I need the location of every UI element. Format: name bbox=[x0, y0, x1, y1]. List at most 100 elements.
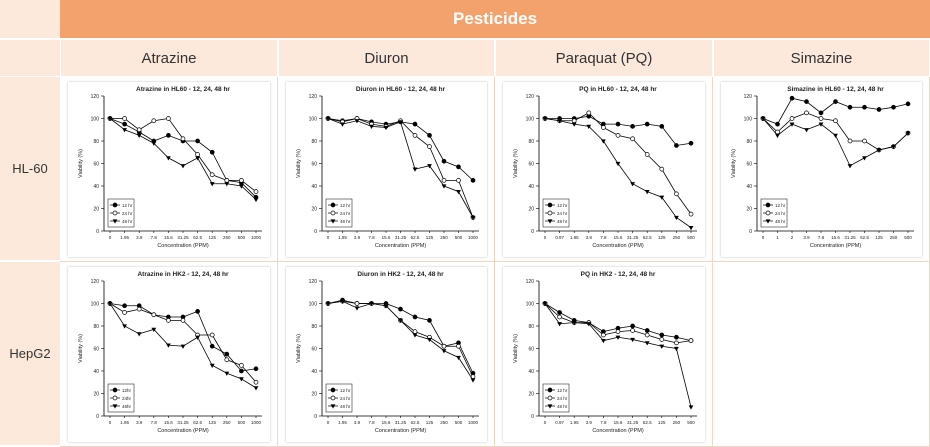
y-tick-label: 0 bbox=[531, 414, 534, 420]
chart: PQ in HK2 - 12, 24, 48 hr 0 20 40 60 80 100 120… bbox=[503, 267, 705, 442]
data-point bbox=[905, 131, 911, 136]
data-point bbox=[775, 133, 780, 138]
y-tick-label: 60 bbox=[311, 162, 317, 168]
data-point bbox=[369, 124, 374, 129]
x-tick-label: 0 bbox=[544, 235, 547, 240]
data-point bbox=[557, 322, 562, 327]
x-tick-label: 3.9 bbox=[136, 235, 143, 240]
x-tick-label: 31.25 bbox=[844, 235, 856, 240]
legend-label: 48hr bbox=[122, 404, 132, 409]
x-tick-label: 7.8 bbox=[368, 235, 375, 240]
data-point bbox=[383, 125, 389, 131]
data-point bbox=[209, 343, 215, 349]
chart-title: Atrazine in HL60 - 12, 24, 48 hr bbox=[136, 86, 230, 93]
x-tick-label: 1000 bbox=[251, 420, 262, 425]
data-point bbox=[239, 184, 244, 189]
data-point bbox=[112, 202, 118, 208]
x-tick-label: 1.95 bbox=[120, 420, 129, 425]
data-point bbox=[325, 116, 331, 122]
data-point bbox=[630, 323, 635, 329]
x-tick-label: 1000 bbox=[468, 235, 479, 240]
x-tick-label: 1.95 bbox=[120, 235, 129, 240]
data-point bbox=[557, 310, 562, 315]
row-header: HL-60 bbox=[0, 77, 60, 260]
data-point bbox=[195, 156, 200, 161]
y-tick-label: 80 bbox=[528, 139, 534, 145]
y-tick-label: 120 bbox=[91, 94, 100, 100]
x-tick-label: 250 bbox=[673, 420, 681, 425]
data-point bbox=[456, 190, 461, 195]
x-tick-label: 250 bbox=[223, 235, 231, 240]
data-point bbox=[122, 310, 127, 315]
data-point bbox=[224, 351, 230, 357]
data-point bbox=[470, 378, 476, 383]
data-point bbox=[659, 195, 665, 200]
data-point bbox=[547, 404, 553, 409]
data-point bbox=[180, 318, 186, 323]
data-point bbox=[136, 332, 142, 337]
y-tick-label: 0 bbox=[96, 414, 99, 420]
x-tick-label: 31.25 bbox=[627, 420, 639, 425]
data-point bbox=[330, 404, 336, 409]
x-tick-label: 15.6 bbox=[164, 235, 173, 240]
chart-title: Diuron in HK2 - 12, 24, 48 hr bbox=[357, 271, 444, 278]
data-point bbox=[122, 116, 127, 121]
x-tick-label: 0 bbox=[762, 235, 765, 240]
x-tick-label: 500 bbox=[238, 235, 246, 240]
data-point bbox=[571, 118, 577, 124]
data-point bbox=[789, 122, 795, 127]
data-point bbox=[151, 118, 157, 124]
x-tick-label: 0.97 bbox=[555, 420, 564, 425]
legend-label: 12 hr bbox=[340, 203, 351, 208]
y-tick-label: 0 bbox=[96, 229, 99, 235]
data-point bbox=[818, 116, 824, 121]
x-tick-label: 3.9 bbox=[136, 420, 143, 425]
y-tick-label: 20 bbox=[528, 392, 534, 398]
column-header: Paraquat (PQ) bbox=[496, 40, 712, 76]
y-axis-label: Viability (%) bbox=[78, 149, 84, 178]
y-axis-label: Viability (%) bbox=[513, 149, 519, 178]
legend-box bbox=[325, 198, 353, 228]
x-tick-label: 7.8 bbox=[600, 420, 607, 425]
x-tick-label: 31.25 bbox=[395, 420, 407, 425]
legend-label: 48 hr bbox=[340, 404, 351, 409]
x-tick-label: 1000 bbox=[251, 235, 262, 240]
x-tick-label: 0 bbox=[327, 420, 330, 425]
y-tick-label: 0 bbox=[531, 229, 534, 235]
x-tick-label: 31.25 bbox=[395, 235, 407, 240]
data-point bbox=[427, 337, 432, 343]
data-point bbox=[224, 371, 230, 376]
x-axis-label: Concentration (PPM) bbox=[810, 243, 862, 249]
data-point bbox=[136, 306, 142, 312]
x-tick-label: 15.6 bbox=[164, 420, 173, 425]
data-point bbox=[441, 158, 447, 164]
data-point bbox=[354, 306, 360, 311]
data-point bbox=[847, 138, 853, 144]
y-tick-label: 80 bbox=[93, 139, 99, 145]
data-point bbox=[195, 309, 200, 314]
data-point bbox=[427, 133, 432, 138]
data-point bbox=[615, 133, 621, 138]
x-tick-label: 125 bbox=[875, 235, 883, 240]
legend-label: 24 hr bbox=[340, 396, 351, 401]
chart-title: Simazine in HL60 - 12, 24, 48 hr bbox=[787, 86, 884, 93]
data-point bbox=[427, 164, 432, 169]
x-tick-label: 250 bbox=[440, 420, 448, 425]
legend-label: 24 hr bbox=[340, 211, 351, 216]
x-tick-label: 7.8 bbox=[600, 235, 607, 240]
x-tick-label: 1.95 bbox=[570, 235, 579, 240]
data-point bbox=[398, 120, 403, 125]
data-point bbox=[112, 210, 118, 216]
data-point bbox=[804, 110, 809, 116]
legend-label: 48 hr bbox=[340, 219, 351, 224]
x-tick-label: 500 bbox=[238, 420, 246, 425]
x-tick-label: 62.5 bbox=[193, 420, 202, 425]
y-tick-label: 120 bbox=[91, 279, 100, 285]
x-axis-label: Concentration (PPM) bbox=[375, 428, 427, 434]
y-tick-label: 0 bbox=[314, 414, 317, 420]
x-tick-label: 125 bbox=[208, 235, 216, 240]
data-point bbox=[775, 121, 780, 127]
series-line bbox=[110, 118, 257, 192]
y-tick-label: 20 bbox=[746, 207, 752, 213]
data-point bbox=[586, 322, 592, 327]
